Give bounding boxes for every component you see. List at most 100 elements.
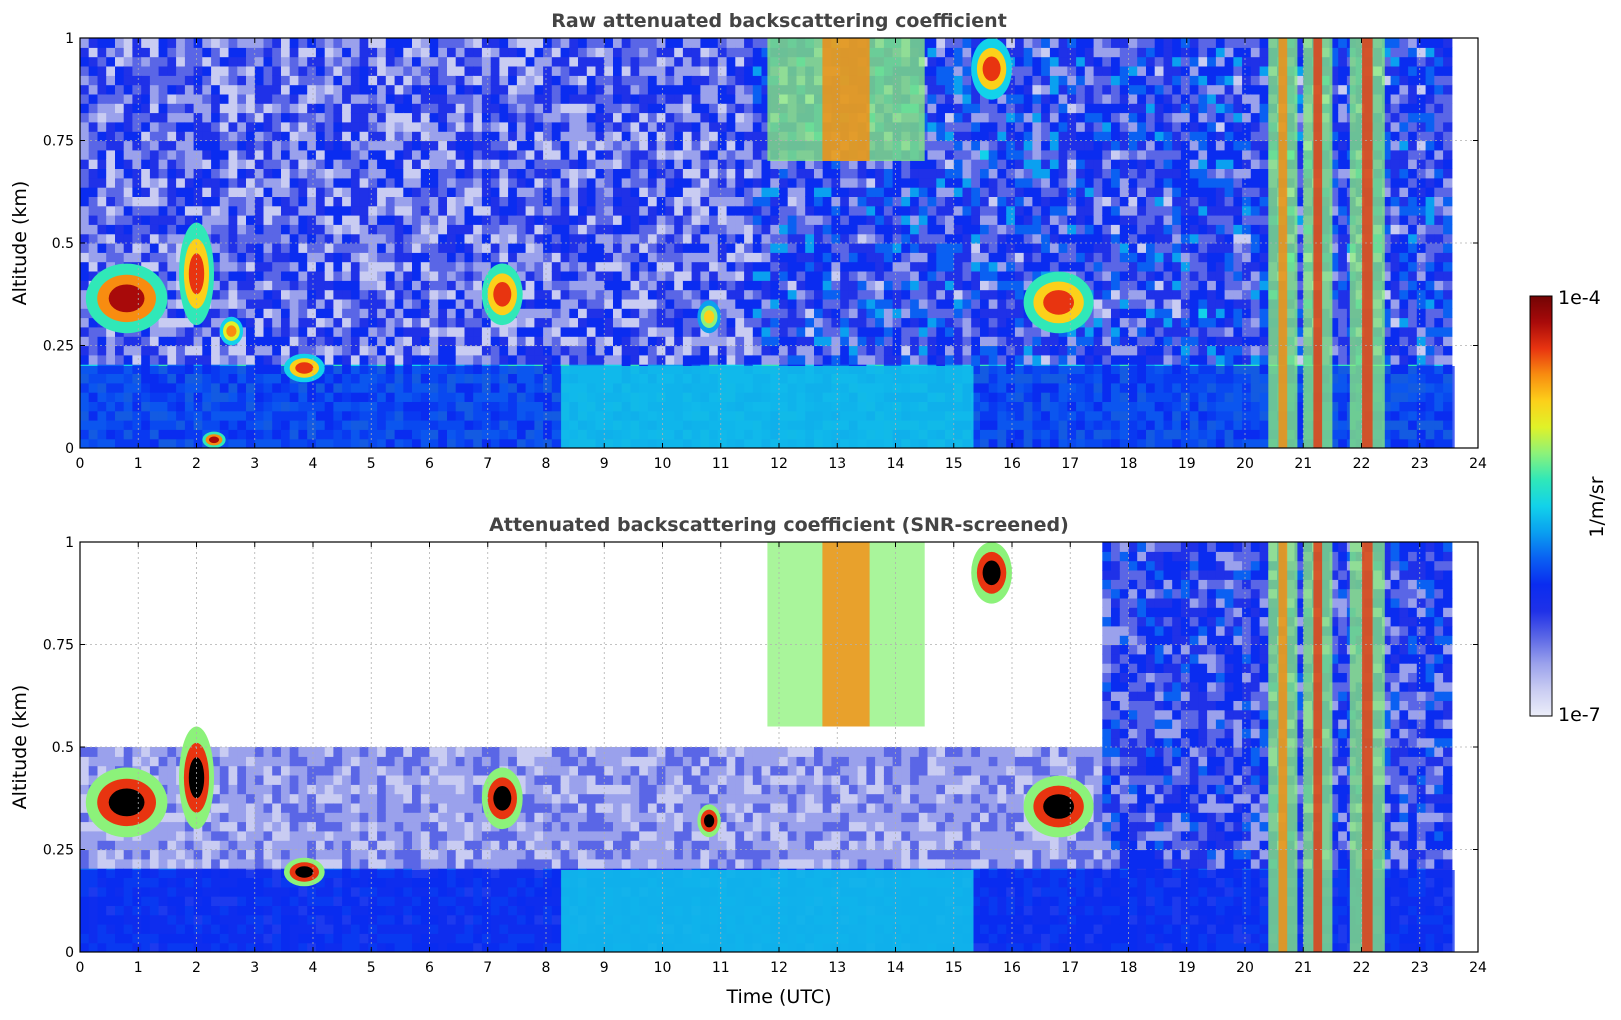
heatmap-cell — [787, 298, 797, 309]
heatmap-cell — [516, 75, 527, 86]
heatmap-cell — [814, 177, 824, 188]
heatmap-cell — [289, 93, 299, 104]
heatmap-cell — [219, 243, 230, 253]
heatmap-cell — [988, 205, 998, 216]
heatmap-cell — [1049, 131, 1060, 142]
heatmap-cell — [779, 317, 789, 328]
heatmap-cell — [1049, 84, 1060, 95]
heatmap-cell — [953, 47, 964, 58]
heatmap-cell — [910, 289, 920, 300]
heatmap-cell — [936, 289, 946, 300]
heatmap-cell — [228, 187, 238, 197]
heatmap-cell — [604, 252, 614, 263]
heatmap-cell — [211, 224, 221, 235]
heatmap-cell — [595, 84, 605, 95]
heatmap-cell — [543, 280, 553, 291]
heatmap-cell — [158, 149, 168, 160]
heatmap-cell — [822, 354, 832, 365]
heatmap-cell — [246, 177, 256, 188]
heatmap-cell — [927, 243, 937, 253]
heatmap-cell — [980, 121, 990, 132]
heatmap-cell — [403, 345, 413, 356]
heatmap-cell — [1006, 271, 1016, 281]
heatmap-cell — [744, 308, 754, 319]
heatmap-cell — [962, 280, 972, 291]
heatmap-cell — [307, 103, 317, 114]
heatmap-cell — [848, 261, 859, 272]
heatmap-cell — [447, 149, 457, 160]
heatmap-cell — [586, 243, 597, 253]
heatmap-cell — [420, 38, 431, 48]
heatmap-cell — [97, 121, 107, 132]
heatmap-cell — [97, 131, 107, 142]
heatmap-cell — [866, 205, 876, 216]
heatmap-cell — [525, 326, 535, 337]
heatmap-cell — [272, 187, 282, 197]
heatmap-cell — [481, 354, 492, 365]
heatmap-cell — [1023, 93, 1033, 104]
heatmap-cell — [709, 354, 719, 365]
heatmap-cell — [447, 317, 457, 328]
heatmap-cell — [918, 187, 929, 197]
heatmap-cell — [228, 233, 238, 244]
heatmap-cell — [752, 131, 763, 142]
heatmap-cell — [132, 149, 142, 160]
heatmap-cell — [158, 84, 168, 95]
heatmap-cell — [377, 66, 387, 76]
heatmap-cell — [350, 47, 361, 58]
heatmap-cell — [368, 121, 378, 132]
heatmap-cell — [324, 261, 334, 272]
heatmap-cell — [298, 140, 308, 151]
heatmap-cell — [901, 215, 911, 225]
heatmap-cell — [438, 336, 448, 347]
heatmap-cell — [604, 121, 614, 132]
heatmap-cell — [149, 261, 160, 272]
heatmap-cell — [927, 252, 937, 263]
heatmap-cell — [481, 103, 492, 114]
heatmap-cell — [333, 345, 343, 356]
heatmap-cell — [324, 131, 334, 142]
heatmap-cell — [412, 159, 422, 169]
heatmap-cell — [289, 261, 299, 272]
heatmap-cell — [936, 233, 946, 244]
heatmap-cell — [945, 205, 955, 216]
heatmap-cell — [263, 168, 273, 179]
heatmap-cell — [315, 308, 326, 319]
heatmap-cell — [665, 66, 675, 76]
heatmap-cell — [910, 187, 920, 197]
heatmap-cell — [88, 205, 98, 216]
heatmap-cell — [447, 140, 457, 151]
heatmap-cell — [377, 224, 387, 235]
heatmap-cell — [656, 261, 666, 272]
heatmap-cell — [281, 271, 291, 281]
heatmap-cell — [953, 121, 964, 132]
heatmap-cell — [412, 84, 422, 95]
heatmap-cell — [927, 308, 937, 319]
heatmap-cell — [875, 271, 885, 281]
heatmap-cell — [1006, 75, 1016, 86]
heatmap-cell — [80, 252, 90, 263]
heatmap-cell — [875, 308, 885, 319]
heatmap-cell — [158, 93, 168, 104]
heatmap-cell — [377, 252, 387, 263]
heatmap-cell — [237, 280, 247, 291]
heatmap-cell — [988, 168, 998, 179]
heatmap-cell — [315, 252, 326, 263]
heatmap-cell — [481, 196, 492, 207]
heatmap-cell — [735, 159, 745, 169]
heatmap-cell — [333, 336, 343, 347]
heatmap-cell — [586, 298, 597, 309]
heatmap-cell — [700, 215, 710, 225]
heatmap-cell — [1058, 75, 1068, 86]
heatmap-cell — [971, 317, 981, 328]
heatmap-cell — [499, 233, 509, 244]
heatmap-cell — [1032, 243, 1042, 253]
heatmap-cell — [368, 140, 378, 151]
heatmap-cell — [447, 261, 457, 272]
heatmap-cell — [228, 289, 238, 300]
heatmap-cell — [167, 317, 177, 328]
heatmap-cell — [551, 112, 562, 123]
heatmap-cell — [700, 336, 710, 347]
heatmap-cell — [971, 140, 981, 151]
heatmap-cell — [412, 168, 422, 179]
